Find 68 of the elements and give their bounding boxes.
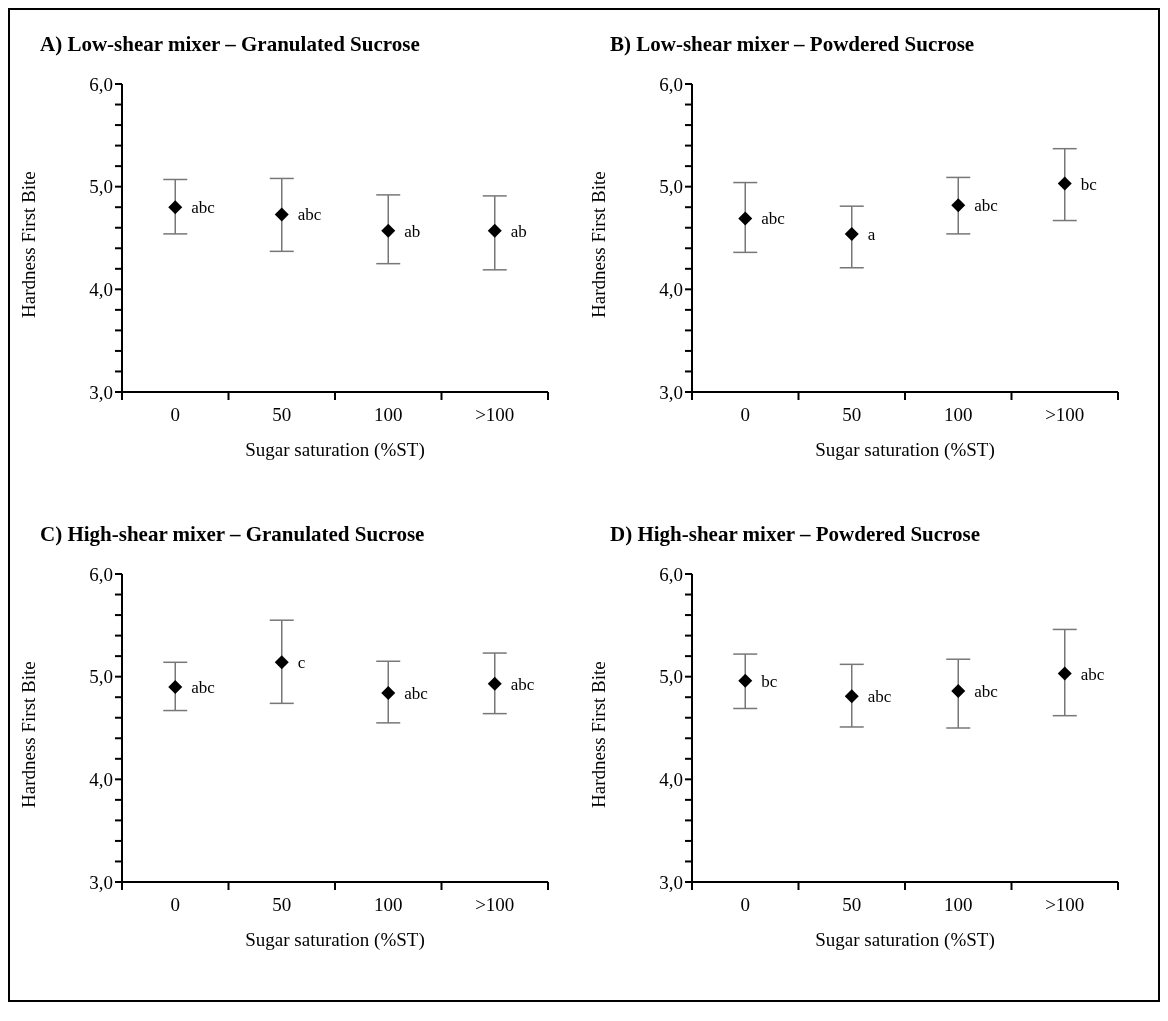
x-tick-label: 0: [170, 404, 180, 426]
y-tick-label: 4,0: [659, 769, 683, 791]
y-tick-label: 3,0: [659, 871, 683, 893]
x-tick-label: 0: [740, 404, 750, 426]
point: [1057, 176, 1072, 191]
x-tick-label: 50: [842, 404, 862, 426]
x-tick-label: 50: [272, 404, 292, 426]
point: [274, 655, 289, 670]
point: [487, 676, 502, 691]
annotation: abc: [510, 674, 535, 694]
y-tick-label: 4,0: [89, 279, 113, 301]
annotation: ab: [510, 221, 527, 241]
annotation: ab: [404, 221, 421, 241]
y-tick-label: 6,0: [659, 563, 683, 585]
annotation: abc: [1080, 664, 1105, 684]
x-tick-label: 100: [944, 404, 973, 426]
y-tick-label: 3,0: [89, 381, 113, 403]
y-tick-label: 3,0: [89, 871, 113, 893]
annotation: abc: [191, 677, 216, 697]
annotation: abc: [761, 209, 786, 229]
y-axis-title: Hardness First Bite: [17, 171, 39, 318]
chart-title: C) High-shear mixer – Granulated Sucrose: [39, 521, 426, 548]
y-axis-title: Hardness First Bite: [587, 171, 609, 318]
annotation: c: [297, 653, 306, 673]
annotation: a: [867, 224, 876, 244]
chart-title: B) Low-shear mixer – Powdered Sucrose: [609, 31, 976, 58]
x-tick-label: >100: [1045, 404, 1085, 426]
annotation: abc: [191, 198, 216, 218]
annotation: abc: [297, 205, 322, 225]
y-tick-label: 5,0: [89, 666, 113, 688]
point: [381, 686, 396, 701]
x-axis-title: Sugar saturation (%ST): [815, 439, 995, 461]
x-tick-label: 100: [374, 404, 403, 426]
annotation: bc: [761, 671, 778, 691]
x-tick-label: 50: [842, 894, 862, 916]
y-tick-label: 3,0: [659, 381, 683, 403]
y-tick-label: 6,0: [89, 73, 113, 95]
annotation: abc: [404, 684, 429, 704]
x-tick-label: 100: [944, 894, 973, 916]
y-tick-label: 5,0: [659, 176, 683, 198]
annotation: bc: [1080, 174, 1098, 194]
annotation: abc: [974, 681, 999, 701]
y-tick-label: 4,0: [659, 279, 683, 301]
x-tick-label: 0: [170, 894, 180, 916]
x-tick-label: >100: [1045, 894, 1085, 916]
point: [738, 211, 753, 226]
x-tick-label: 0: [740, 894, 750, 916]
y-tick-label: 6,0: [659, 73, 683, 95]
x-tick-label: 50: [272, 894, 292, 916]
point: [844, 226, 859, 241]
chart-title: A) Low-shear mixer – Granulated Sucrose: [39, 31, 421, 58]
y-axis-title: Hardness First Bite: [587, 661, 609, 808]
point: [951, 198, 966, 213]
annotation: abc: [867, 687, 892, 707]
y-axis-title: Hardness First Bite: [17, 661, 39, 808]
y-tick-label: 5,0: [89, 176, 113, 198]
y-tick-label: 6,0: [89, 563, 113, 585]
x-axis-title: Sugar saturation (%ST): [245, 929, 425, 951]
x-tick-label: >100: [475, 894, 515, 916]
y-tick-label: 5,0: [659, 666, 683, 688]
chart-title: D) High-shear mixer – Powdered Sucrose: [609, 521, 981, 548]
x-axis-title: Sugar saturation (%ST): [815, 929, 995, 951]
annotation: abc: [974, 196, 999, 216]
y-tick-label: 4,0: [89, 769, 113, 791]
x-axis-title: Sugar saturation (%ST): [245, 439, 425, 461]
point: [168, 679, 183, 694]
x-tick-label: >100: [475, 404, 515, 426]
x-tick-label: 100: [374, 894, 403, 916]
